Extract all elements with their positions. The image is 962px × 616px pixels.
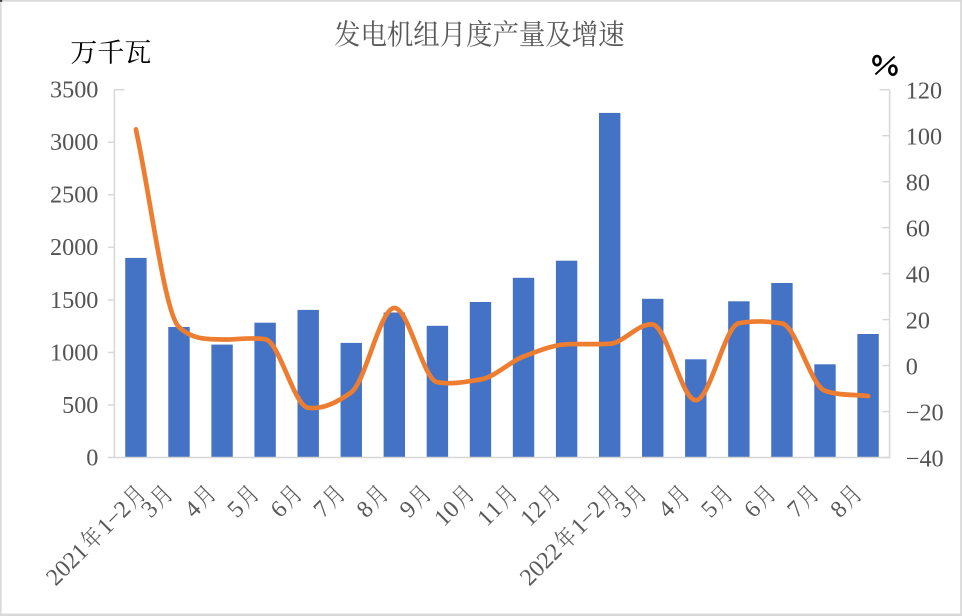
svg-text:1500: 1500	[50, 287, 98, 314]
svg-text:2500: 2500	[50, 182, 98, 209]
svg-text:100: 100	[906, 124, 942, 151]
svg-text:20: 20	[906, 307, 930, 334]
svg-text:0: 0	[86, 444, 98, 471]
svg-text:3000: 3000	[50, 129, 98, 156]
svg-text:−40: −40	[906, 445, 944, 472]
svg-text:0: 0	[906, 353, 918, 380]
svg-text:60: 60	[906, 215, 930, 242]
svg-text:80: 80	[906, 170, 930, 197]
svg-text:500: 500	[62, 392, 98, 419]
svg-text:−20: −20	[906, 399, 944, 426]
svg-text:2000: 2000	[50, 234, 98, 261]
svg-text:40: 40	[906, 261, 930, 288]
svg-text:120: 120	[906, 78, 942, 105]
svg-text:1000: 1000	[50, 339, 98, 366]
svg-text:3500: 3500	[50, 77, 98, 104]
